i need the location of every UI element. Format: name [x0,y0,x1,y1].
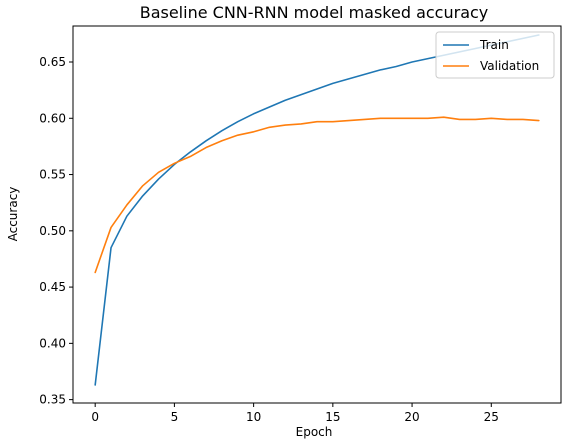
legend: Train Validation [435,31,555,79]
y-tick-label: 0.50 [39,224,66,238]
x-axis: 0 5 10 15 20 25 [91,403,499,424]
y-axis-label: Accuracy [6,187,20,242]
x-tick-label: 5 [171,410,179,424]
y-tick-label: 0.40 [39,336,66,350]
series-line-validation [94,116,540,274]
y-tick-label: 0.60 [39,111,66,125]
x-tick-label: 15 [325,410,340,424]
legend-label-train: Train [479,38,509,52]
chart-title: Baseline CNN-RNN model masked accuracy [140,3,489,22]
x-tick-label: 25 [484,410,499,424]
y-tick-label: 0.45 [39,280,66,294]
x-tick-label: 20 [404,410,419,424]
x-axis-label: Epoch [296,425,333,439]
plot-area [72,25,562,404]
y-tick-label: 0.35 [39,393,66,407]
x-tick-label: 10 [246,410,261,424]
y-axis: 0.35 0.40 0.45 0.50 0.55 0.60 0.65 [39,55,73,407]
y-tick-label: 0.55 [39,168,66,182]
legend-label-validation: Validation [480,59,539,73]
x-tick-label: 0 [91,410,99,424]
y-tick-label: 0.65 [39,55,66,69]
